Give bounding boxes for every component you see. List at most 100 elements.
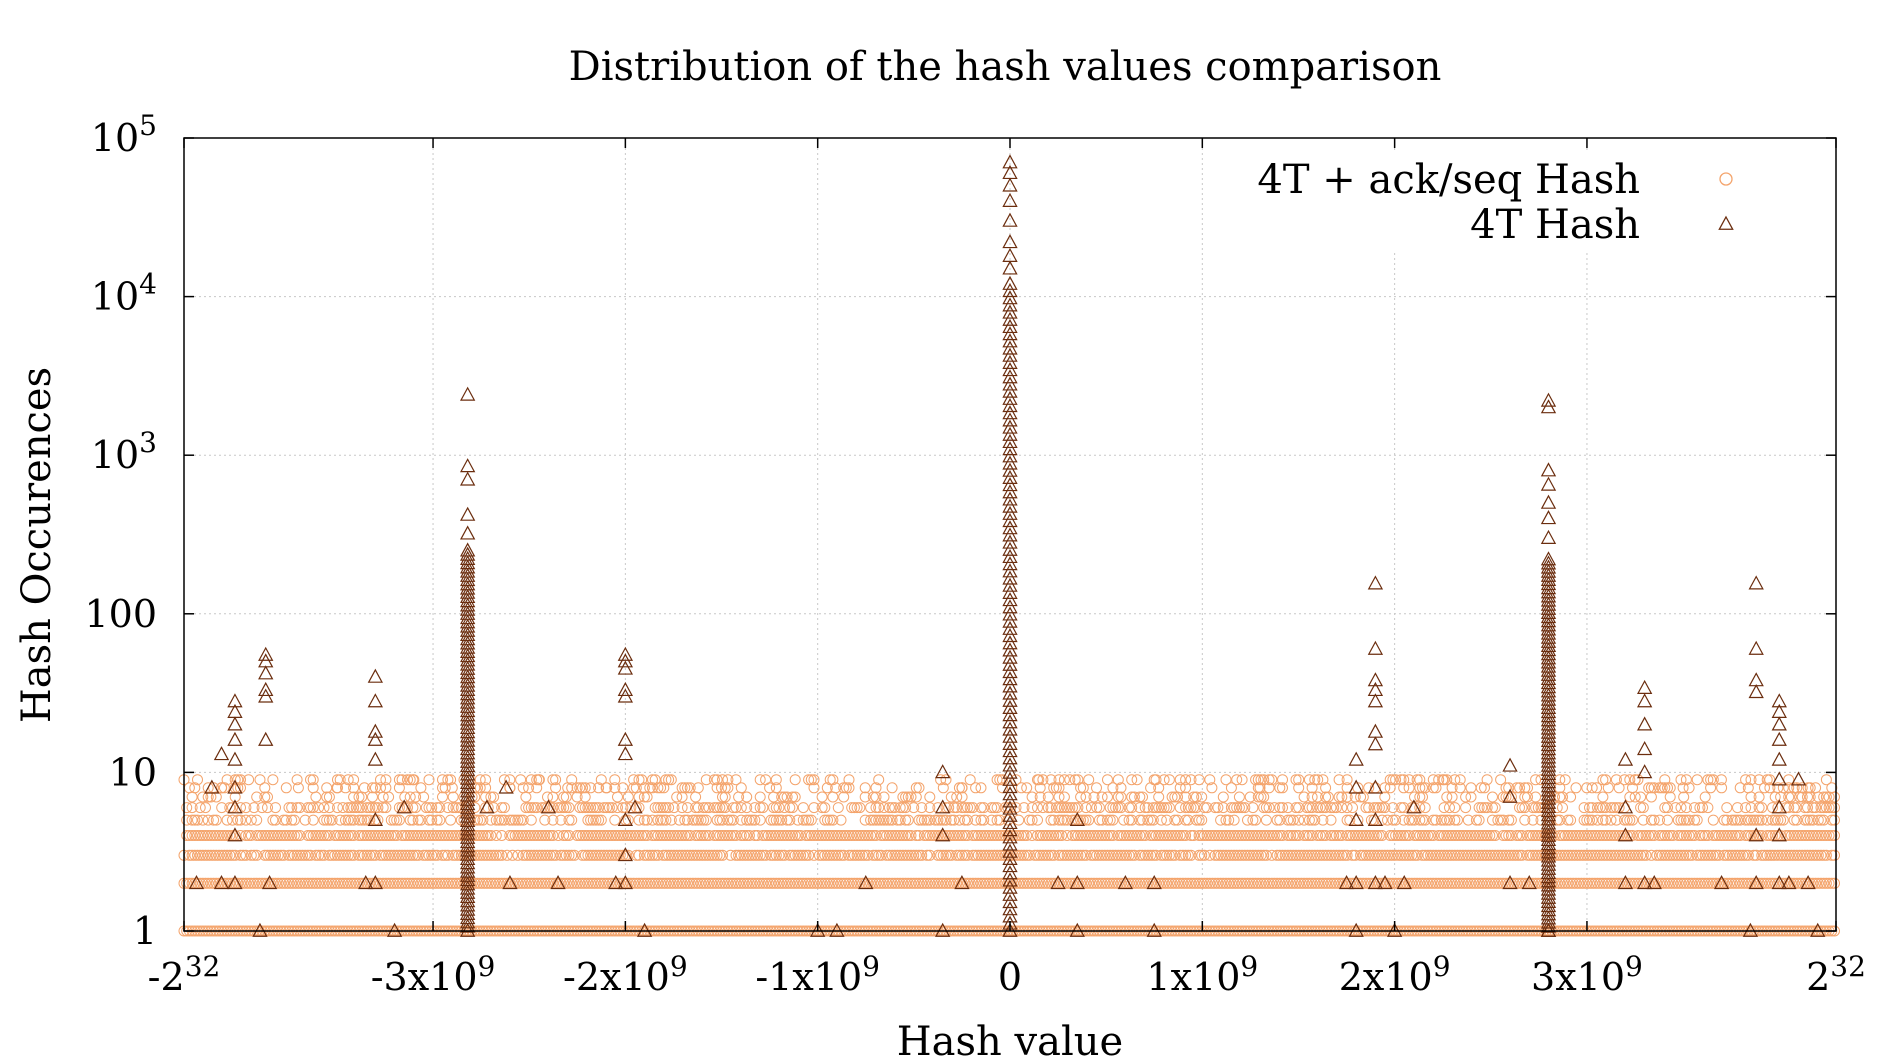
data-point-circle	[528, 802, 540, 814]
data-point-triangle	[540, 799, 557, 814]
data-point-triangle	[1002, 491, 1018, 506]
data-point-circle	[727, 830, 739, 841]
data-point-circle	[1058, 774, 1070, 786]
data-point-circle	[1045, 802, 1057, 814]
data-point-circle	[1303, 774, 1315, 786]
data-point-circle	[571, 877, 583, 889]
data-point-circle	[601, 849, 613, 861]
data-point-circle	[1091, 830, 1103, 841]
data-point-circle	[703, 877, 715, 889]
data-point-circle	[1460, 802, 1472, 814]
data-point-circle	[1209, 802, 1221, 814]
data-point-circle	[1053, 849, 1065, 861]
data-point-circle	[1764, 774, 1776, 786]
data-point-circle	[854, 802, 866, 814]
data-point-circle	[1734, 877, 1746, 889]
data-point-circle	[905, 830, 917, 841]
data-point-circle	[854, 830, 866, 841]
data-point-circle	[1567, 830, 1579, 841]
data-point-triangle	[367, 668, 384, 683]
data-point-circle	[1419, 877, 1431, 889]
data-point-circle	[991, 877, 1003, 889]
data-point-triangle	[227, 716, 243, 731]
data-point-circle	[593, 849, 605, 861]
data-point-circle	[1252, 774, 1264, 786]
data-point-circle	[1355, 849, 1367, 861]
data-point-circle	[243, 830, 255, 841]
data-point-circle	[1511, 782, 1523, 794]
data-point-circle	[1406, 877, 1418, 889]
data-point-circle	[447, 802, 459, 814]
data-point-circle	[202, 877, 214, 889]
data-point-circle	[1710, 830, 1722, 841]
data-point-circle	[1150, 849, 1162, 861]
data-point-circle	[1699, 830, 1711, 841]
data-point-circle	[1699, 877, 1711, 889]
data-point-circle	[1427, 849, 1439, 861]
data-point-triangle	[460, 686, 476, 701]
data-point-circle	[1476, 849, 1488, 861]
data-point-circle	[410, 877, 422, 889]
data-point-circle	[1594, 877, 1606, 889]
data-point-circle	[1072, 849, 1084, 861]
data-point-circle	[1376, 802, 1388, 814]
data-point-circle	[1592, 830, 1603, 841]
data-point-circle	[1102, 849, 1113, 861]
data-point-circle	[450, 802, 462, 814]
data-point-triangle	[1146, 922, 1162, 937]
data-point-circle	[288, 830, 300, 841]
data-point-circle	[1820, 830, 1832, 841]
data-point-circle	[1481, 774, 1493, 786]
data-point-circle	[531, 802, 543, 814]
data-point-circle	[208, 877, 220, 889]
data-point-circle	[913, 830, 925, 841]
data-point-circle	[544, 830, 556, 841]
data-point-circle	[1282, 814, 1294, 826]
data-point-circle	[708, 774, 720, 786]
data-point-circle	[873, 802, 885, 814]
data-point-triangle	[227, 693, 243, 708]
data-point-circle	[332, 877, 343, 889]
data-point-circle	[830, 877, 842, 889]
data-point-circle	[1559, 849, 1571, 861]
data-point-circle	[1608, 802, 1620, 814]
data-point-circle	[641, 849, 653, 861]
data-point-circle	[256, 830, 268, 841]
data-point-circle	[345, 830, 357, 841]
data-point-circle	[380, 849, 392, 861]
data-point-circle	[948, 814, 960, 826]
data-point-circle	[1263, 877, 1275, 889]
data-point-circle	[1820, 802, 1832, 814]
data-point-circle	[1802, 802, 1813, 814]
data-point-circle	[194, 849, 206, 861]
data-point-circle	[862, 849, 874, 861]
data-point-circle	[563, 877, 575, 889]
data-point-triangle	[1540, 625, 1557, 640]
data-point-circle	[1616, 849, 1628, 861]
data-point-circle	[1277, 877, 1288, 889]
data-point-circle	[1360, 830, 1372, 841]
data-point-circle	[773, 877, 785, 889]
data-point-circle	[1236, 830, 1248, 841]
data-point-circle	[878, 814, 890, 826]
data-point-circle	[1220, 849, 1232, 861]
data-point-triangle	[1713, 874, 1730, 890]
data-point-circle	[423, 814, 435, 826]
data-point-circle	[439, 830, 451, 841]
data-point-circle	[967, 877, 979, 889]
data-point-triangle	[617, 653, 634, 668]
data-point-triangle	[617, 874, 634, 890]
data-point-circle	[1530, 774, 1542, 786]
data-point-circle	[1732, 802, 1743, 814]
data-point-circle	[447, 830, 459, 841]
data-point-circle	[205, 830, 217, 841]
data-point-circle	[1287, 877, 1299, 889]
data-point-circle	[498, 802, 510, 814]
data-point-circle	[248, 802, 260, 814]
data-point-circle	[202, 849, 214, 861]
data-point-circle	[894, 830, 906, 841]
data-point-triangle	[1540, 922, 1557, 937]
data-point-circle	[423, 877, 435, 889]
data-point-circle	[571, 782, 583, 794]
data-point-circle	[447, 849, 459, 861]
